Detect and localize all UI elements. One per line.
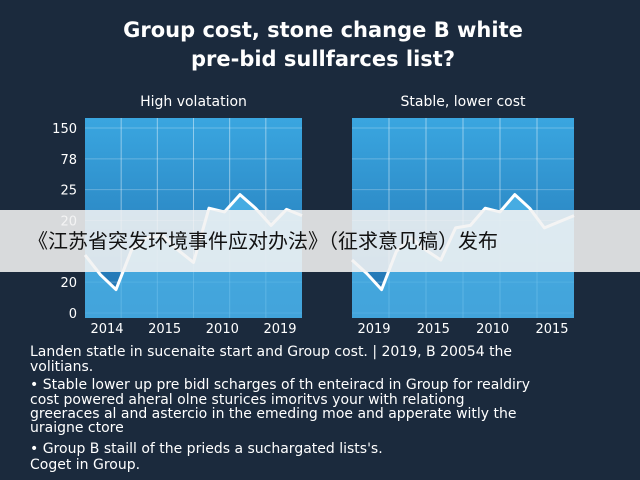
note-line: • Group B staill of the prieds a sucharg…: [30, 441, 383, 457]
notes: Landen statle in sucenaite start and Gro…: [30, 344, 530, 473]
y-tick-label: 20: [60, 276, 77, 291]
banner-text: 《江苏省突发环境事件应对办法》（征求意见稿）发布: [28, 229, 498, 253]
chart-subtitle: High volatation: [140, 94, 247, 110]
x-tick-label: 2015: [535, 322, 568, 337]
y-tick-label: 25: [60, 184, 77, 199]
note-line: Landen statle in sucenaite start and Gro…: [30, 344, 512, 360]
y-tick-label: 150: [52, 122, 77, 137]
note-line: volitians.: [30, 359, 93, 375]
note-line: uraigne ctore: [30, 420, 124, 436]
x-tick-label: 2019: [263, 322, 296, 337]
x-tick-label: 2015: [148, 322, 181, 337]
note-line: cost powered aheral olne sturices imorit…: [30, 392, 464, 408]
y-tick-label: 78: [60, 153, 77, 168]
banner-bg: [0, 210, 640, 272]
chart-subtitle: Stable, lower cost: [400, 94, 526, 110]
x-tick-label: 2010: [476, 322, 509, 337]
x-tick-label: 2014: [90, 322, 123, 337]
x-tick-label: 2019: [357, 322, 390, 337]
x-tick-label: 2010: [206, 322, 239, 337]
note-line: greeraces al and astercio in the emeding…: [30, 406, 517, 422]
note-line: Coget in Group.: [30, 457, 140, 473]
y-tick-label: 0: [69, 307, 77, 322]
x-tick-label: 2015: [417, 322, 450, 337]
note-line: • Stable lower up pre bidl scharges of t…: [30, 377, 530, 393]
title-line: pre-bid sullfarces list?: [191, 47, 455, 71]
title-line: Group cost, stone change B white: [123, 18, 523, 42]
